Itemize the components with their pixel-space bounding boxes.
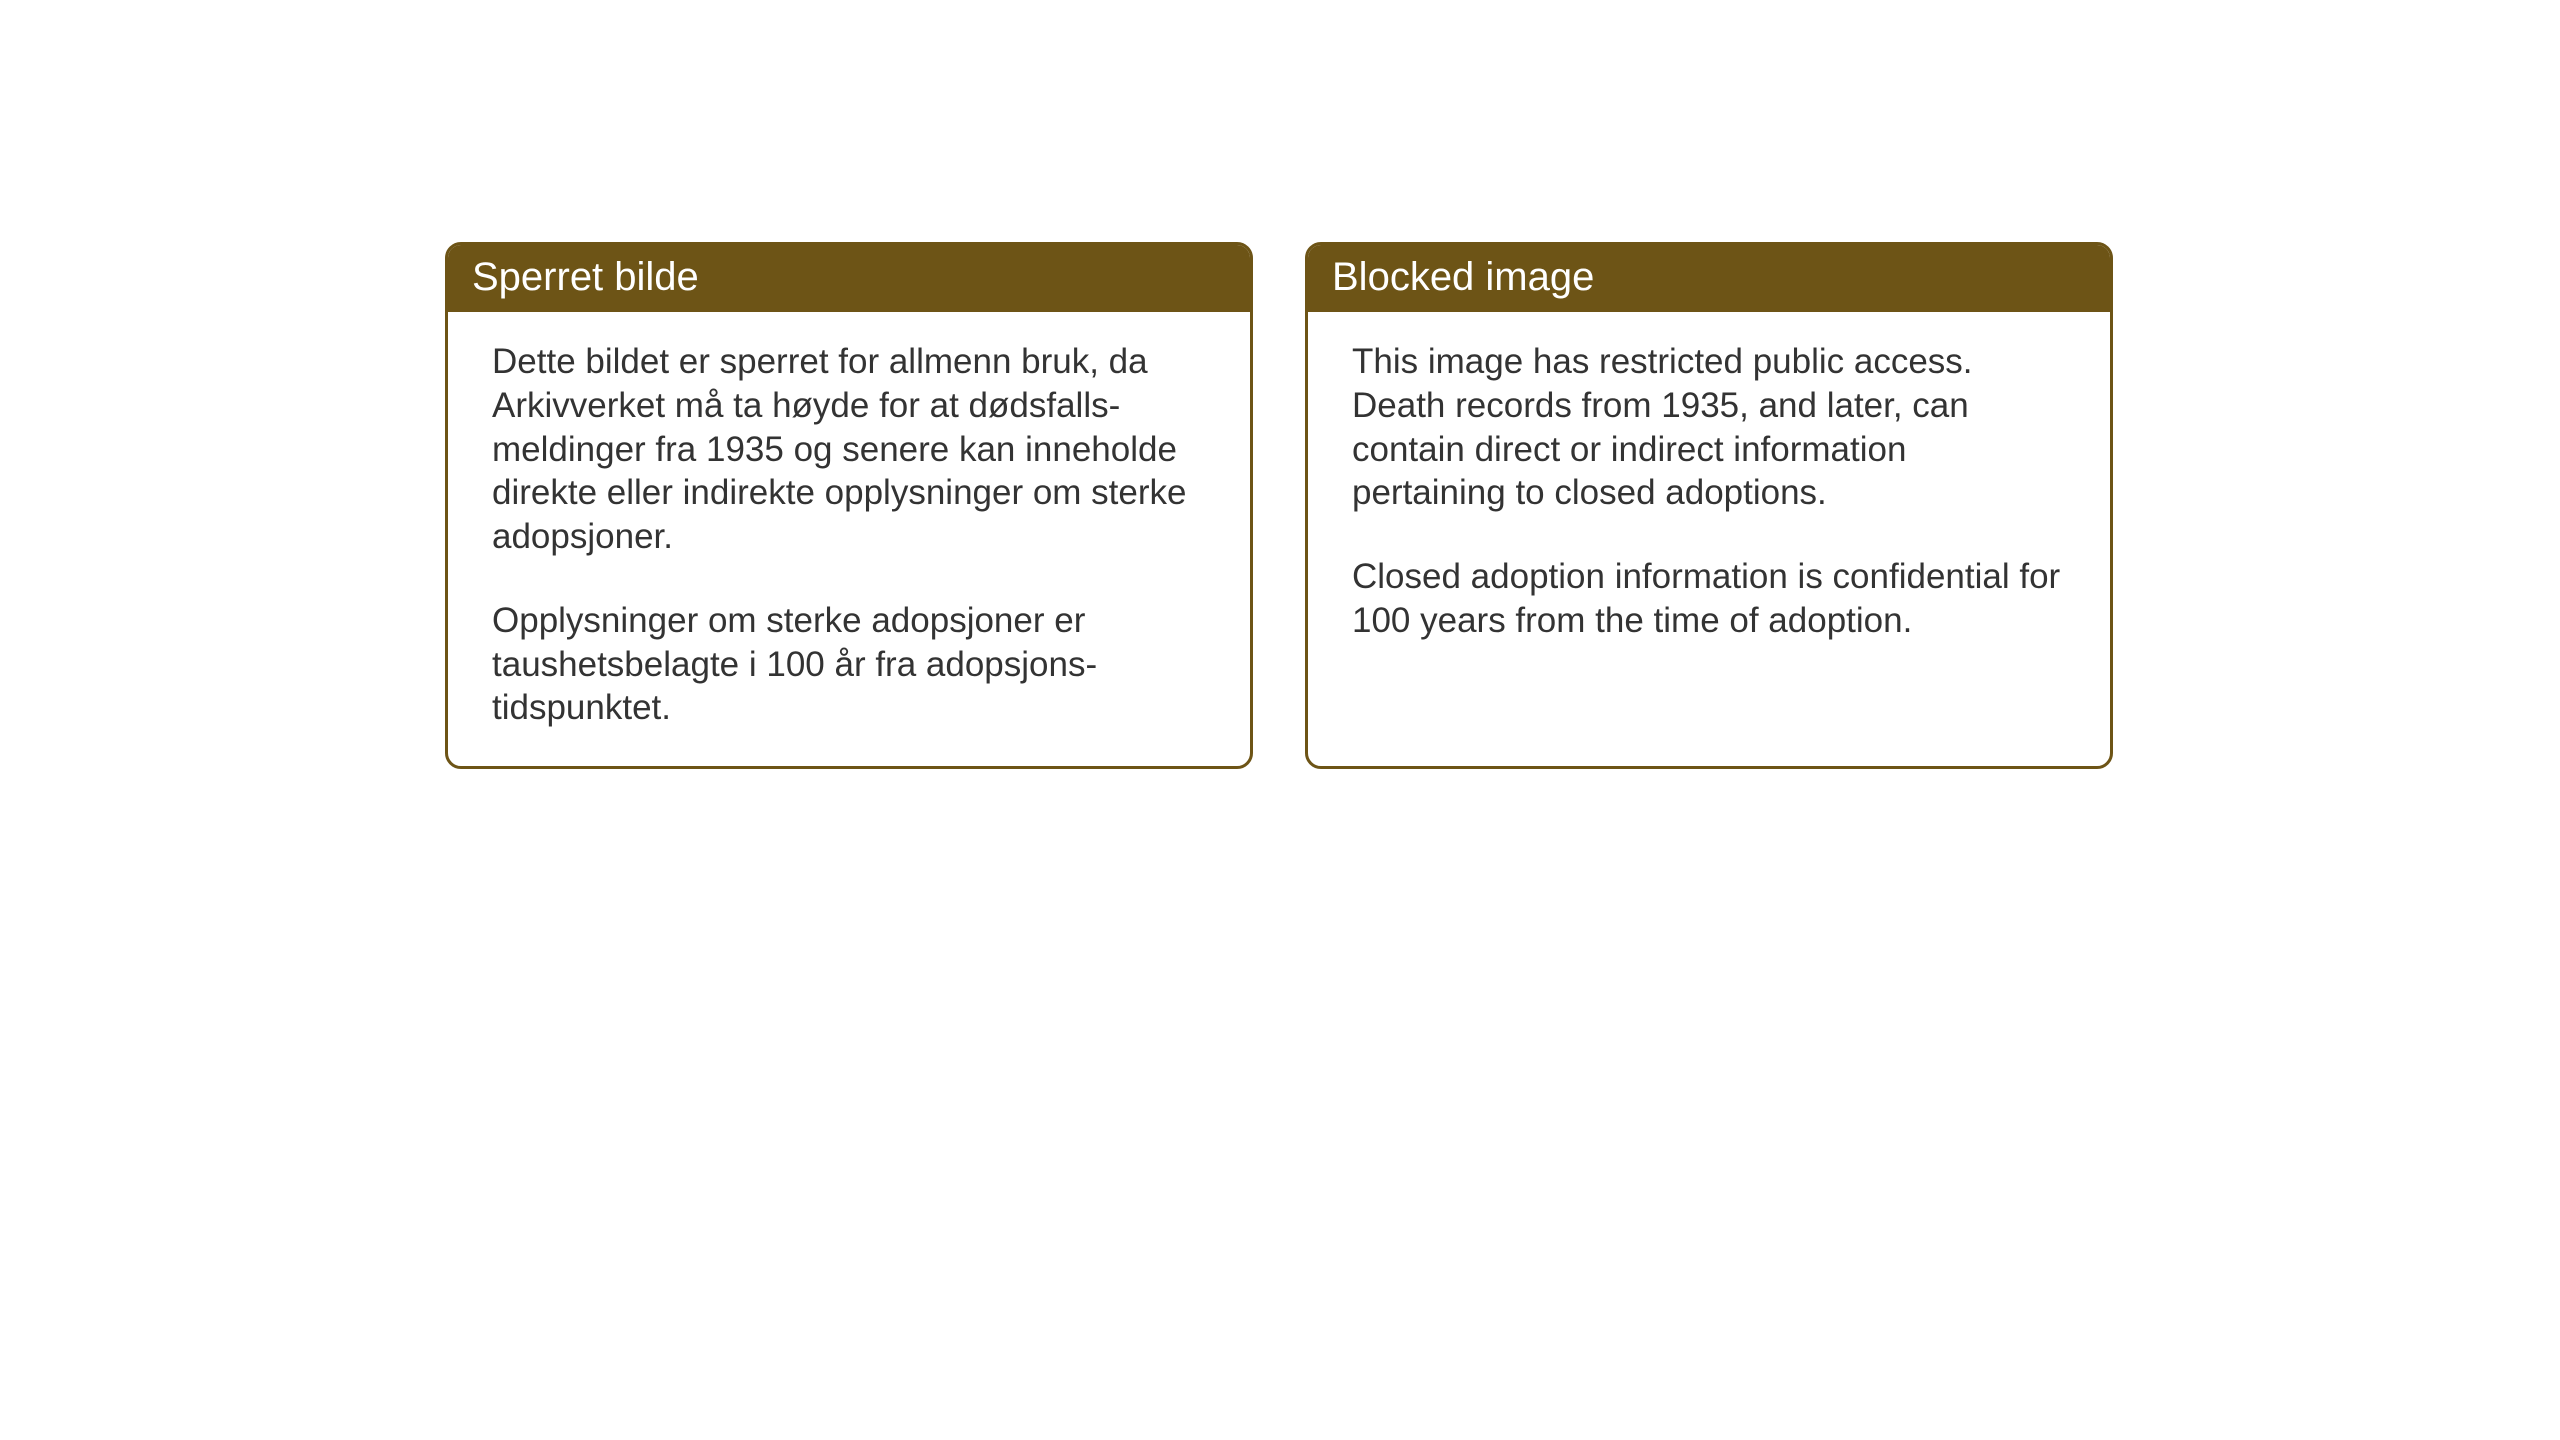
notice-paragraph-2-english: Closed adoption information is confident…: [1352, 555, 2066, 643]
notice-body-norwegian: Dette bildet er sperret for allmenn bruk…: [448, 312, 1250, 766]
notice-card-english: Blocked image This image has restricted …: [1305, 242, 2113, 769]
notice-paragraph-1-norwegian: Dette bildet er sperret for allmenn bruk…: [492, 340, 1206, 559]
notice-card-norwegian: Sperret bilde Dette bildet er sperret fo…: [445, 242, 1253, 769]
notice-body-english: This image has restricted public access.…: [1308, 312, 2110, 679]
notice-header-norwegian: Sperret bilde: [448, 245, 1250, 312]
notice-paragraph-2-norwegian: Opplysninger om sterke adopsjoner er tau…: [492, 599, 1206, 730]
notice-header-english: Blocked image: [1308, 245, 2110, 312]
notice-cards-container: Sperret bilde Dette bildet er sperret fo…: [445, 242, 2113, 769]
notice-paragraph-1-english: This image has restricted public access.…: [1352, 340, 2066, 515]
